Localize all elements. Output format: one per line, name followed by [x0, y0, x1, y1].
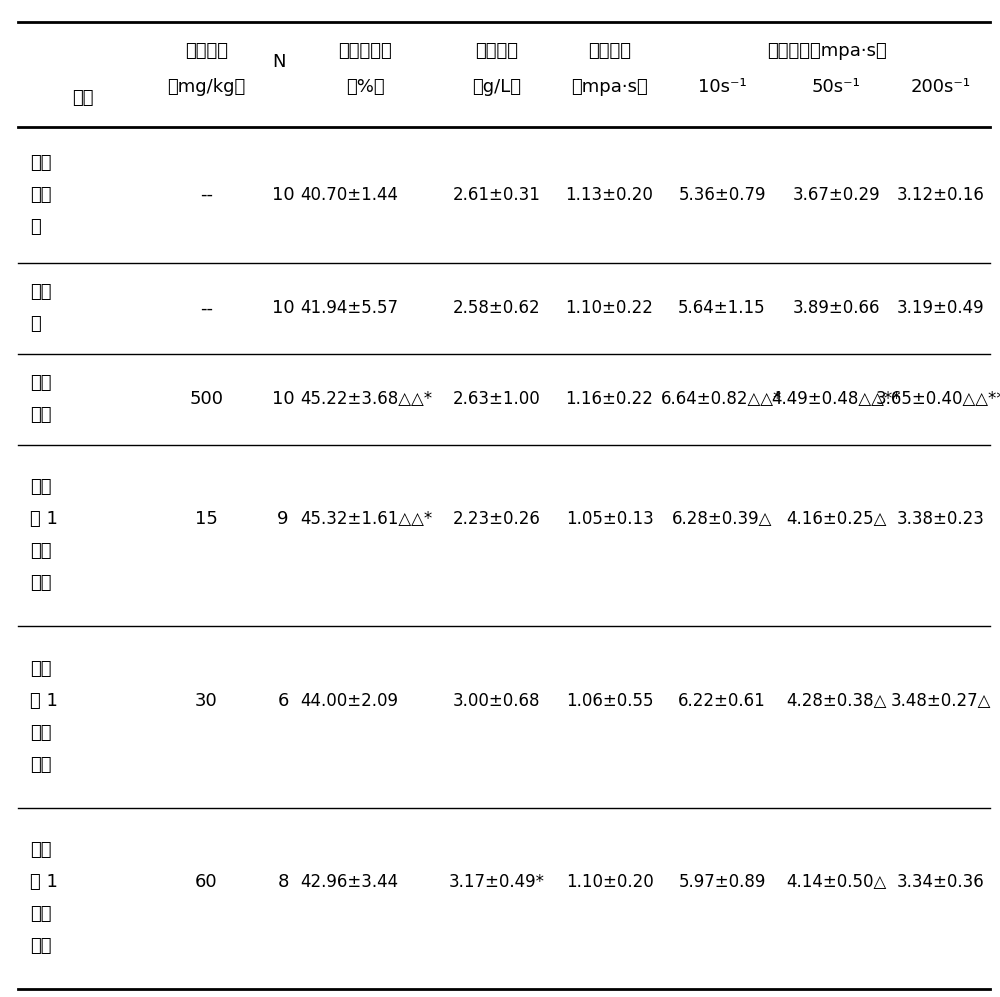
- Text: 4.28±0.38△: 4.28±0.38△: [786, 692, 886, 710]
- Text: 1.10±0.22: 1.10±0.22: [566, 299, 653, 317]
- Text: 3.65±0.40△△**: 3.65±0.40△△**: [876, 390, 1000, 408]
- Text: 例 1: 例 1: [30, 873, 58, 891]
- Text: 空白: 空白: [30, 155, 52, 172]
- Text: 3.00±0.68: 3.00±0.68: [453, 692, 540, 710]
- Text: 全血粘度（mpa·s）: 全血粘度（mpa·s）: [767, 43, 887, 61]
- Text: 6.28±0.39△: 6.28±0.39△: [672, 510, 772, 528]
- Text: 40.70±1.44: 40.70±1.44: [300, 186, 398, 204]
- Text: 41.94±5.57: 41.94±5.57: [300, 299, 398, 317]
- Text: 1.16±0.22: 1.16±0.22: [566, 390, 653, 408]
- Text: N: N: [272, 53, 285, 71]
- Text: 10: 10: [272, 186, 294, 204]
- Text: 量组: 量组: [30, 574, 52, 592]
- Text: （%）: （%）: [346, 78, 384, 96]
- Text: 量组: 量组: [30, 937, 52, 955]
- Text: --: --: [200, 299, 213, 317]
- Text: 3.38±0.23: 3.38±0.23: [897, 510, 985, 528]
- Text: （g/L）: （g/L）: [472, 78, 521, 96]
- Text: 给药剂量: 给药剂量: [185, 43, 228, 61]
- Text: 1.10±0.20: 1.10±0.20: [566, 873, 653, 891]
- Text: （mg/kg）: （mg/kg）: [167, 78, 246, 96]
- Text: 500: 500: [190, 390, 224, 408]
- Text: 3.89±0.66: 3.89±0.66: [792, 299, 880, 317]
- Text: 3.48±0.27△: 3.48±0.27△: [891, 692, 991, 710]
- Text: 4.16±0.25△: 4.16±0.25△: [786, 510, 886, 528]
- Text: 实施: 实施: [30, 660, 52, 678]
- Text: 9: 9: [277, 510, 289, 528]
- Text: 1.13±0.20: 1.13±0.20: [566, 186, 653, 204]
- Text: 15: 15: [195, 510, 218, 528]
- Text: 2.61±0.31: 2.61±0.31: [453, 186, 540, 204]
- Text: 组: 组: [30, 218, 41, 236]
- Text: 6: 6: [277, 692, 289, 710]
- Text: 8: 8: [277, 873, 289, 891]
- Text: 例 1: 例 1: [30, 510, 58, 528]
- Text: 45.32±1.61△△*: 45.32±1.61△△*: [300, 510, 432, 528]
- Text: 组: 组: [30, 315, 41, 333]
- Text: 分组: 分组: [72, 89, 94, 107]
- Text: 量组: 量组: [30, 756, 52, 774]
- Text: 5.97±0.89: 5.97±0.89: [678, 873, 766, 891]
- Text: 血浆粘度: 血浆粘度: [588, 43, 631, 61]
- Text: 5.64±1.15: 5.64±1.15: [678, 299, 766, 317]
- Text: 模型: 模型: [30, 283, 52, 301]
- Text: 实施: 实施: [30, 479, 52, 497]
- Text: 44.00±2.09: 44.00±2.09: [300, 692, 398, 710]
- Text: 丸组: 丸组: [30, 406, 52, 424]
- Text: 3.17±0.49*: 3.17±0.49*: [448, 873, 544, 891]
- Text: 低剂: 低剂: [30, 542, 52, 560]
- Text: 2.63±1.00: 2.63±1.00: [453, 390, 540, 408]
- Text: 消渴: 消渴: [30, 374, 52, 392]
- Text: 10: 10: [272, 390, 294, 408]
- Text: 实施: 实施: [30, 841, 52, 859]
- Text: 30: 30: [195, 692, 218, 710]
- Text: 纤原含量: 纤原含量: [475, 43, 518, 61]
- Text: --: --: [200, 186, 213, 204]
- Text: 2.58±0.62: 2.58±0.62: [453, 299, 540, 317]
- Text: 4.14±0.50△: 4.14±0.50△: [786, 873, 886, 891]
- Text: 3.19±0.49: 3.19±0.49: [897, 299, 985, 317]
- Text: 42.96±3.44: 42.96±3.44: [300, 873, 398, 891]
- Text: 10s⁻¹: 10s⁻¹: [698, 78, 746, 96]
- Text: 6.22±0.61: 6.22±0.61: [678, 692, 766, 710]
- Text: 10: 10: [272, 299, 294, 317]
- Text: 例 1: 例 1: [30, 692, 58, 710]
- Text: 3.67±0.29: 3.67±0.29: [792, 186, 880, 204]
- Text: 5.36±0.79: 5.36±0.79: [678, 186, 766, 204]
- Text: （mpa·s）: （mpa·s）: [571, 78, 648, 96]
- Text: 2.23±0.26: 2.23±0.26: [453, 510, 540, 528]
- Text: 50s⁻¹: 50s⁻¹: [812, 78, 860, 96]
- Text: 3.12±0.16: 3.12±0.16: [897, 186, 985, 204]
- Text: 高剂: 高剂: [30, 905, 52, 923]
- Text: 60: 60: [195, 873, 218, 891]
- Text: 3.34±0.36: 3.34±0.36: [897, 873, 985, 891]
- Text: 45.22±3.68△△*: 45.22±3.68△△*: [300, 390, 432, 408]
- Text: 200s⁻¹: 200s⁻¹: [911, 78, 971, 96]
- Text: 中剂: 中剂: [30, 724, 52, 742]
- Text: 4.49±0.48△△**: 4.49±0.48△△**: [771, 390, 901, 408]
- Text: 1.05±0.13: 1.05±0.13: [566, 510, 653, 528]
- Text: 红细胞压积: 红细胞压积: [338, 43, 392, 61]
- Text: 对照: 对照: [30, 186, 52, 204]
- Text: 6.64±0.82△△*: 6.64±0.82△△*: [661, 390, 783, 408]
- Text: 1.06±0.55: 1.06±0.55: [566, 692, 653, 710]
